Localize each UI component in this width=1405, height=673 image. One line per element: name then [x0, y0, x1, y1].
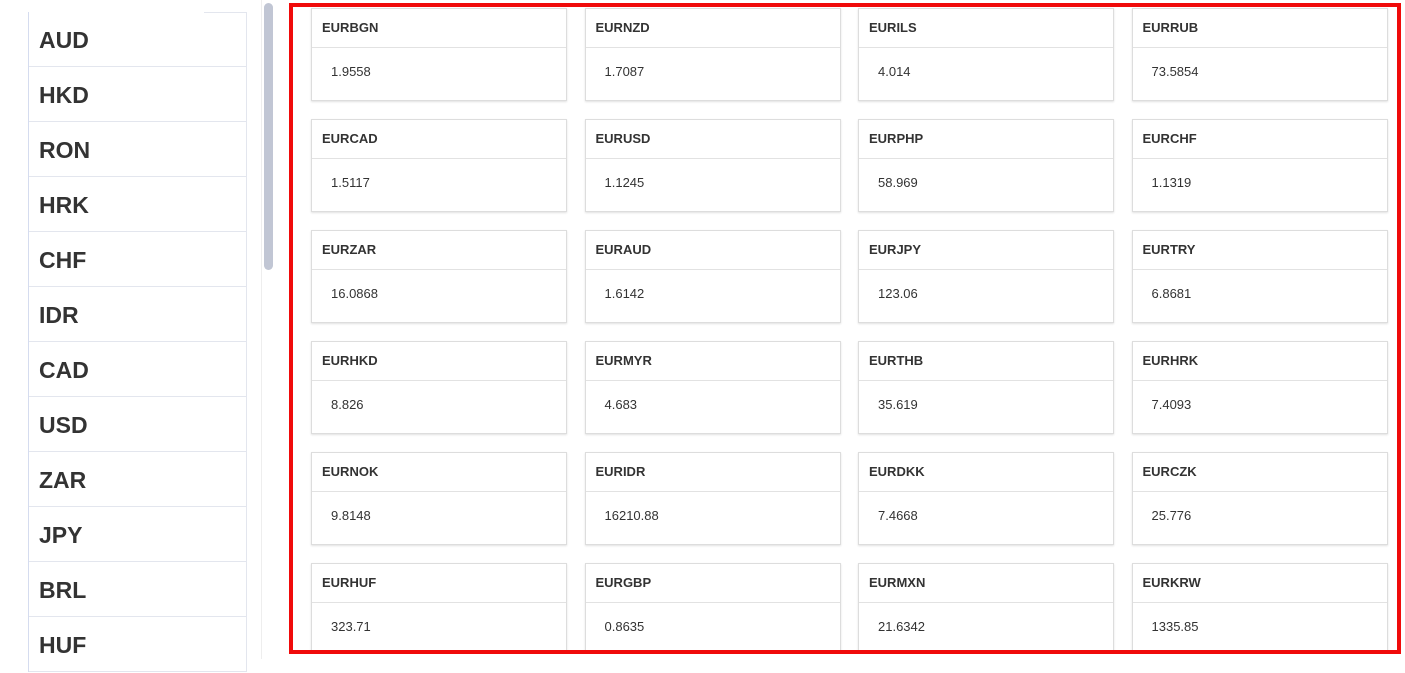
- rate-pair: EURAUD: [585, 231, 840, 270]
- rate-value: 21.6342: [878, 619, 925, 634]
- currency-list-item[interactable]: HKD: [29, 67, 246, 122]
- rate-value: 1.1245: [604, 175, 645, 190]
- rate-value: 6.8681: [1151, 286, 1192, 301]
- rate-value: 1335.85: [1151, 619, 1199, 634]
- rate-pair: EURCAD: [312, 120, 566, 159]
- rate-pair: EURMYR: [585, 342, 840, 381]
- rate-pair: EURTHB: [859, 342, 1113, 381]
- rate-card: EURCZK 25.776: [1131, 452, 1388, 545]
- rates-grid: EURBGN 1.9558 EURNZD 1.7087 EURILS 4.014 EURRU…: [311, 8, 1388, 650]
- rate-card: EURTRY 6.8681: [1131, 230, 1388, 323]
- rate-card: EURDKK 7.4668: [858, 452, 1114, 545]
- rate-card: EURHKD 8.826: [311, 341, 567, 434]
- rates-panel-highlight: EURBGN 1.9558 EURNZD 1.7087 EURILS 4.014 EURRU…: [289, 3, 1401, 654]
- rate-pair: EURJPY: [859, 231, 1113, 270]
- rate-card: EURZAR 16.0868: [311, 230, 567, 323]
- rate-value: 1.6142: [604, 286, 645, 301]
- rate-value: 7.4093: [1151, 397, 1192, 412]
- rate-value: 0.8635: [604, 619, 645, 634]
- rate-value: 1.9558: [331, 64, 371, 79]
- rate-card: EURIDR 16210.88: [584, 452, 841, 545]
- rate-pair: EURDKK: [859, 453, 1113, 492]
- rate-pair: EURNOK: [312, 453, 566, 492]
- scrollbar[interactable]: [264, 3, 273, 270]
- rate-pair: EURHKD: [312, 342, 566, 381]
- currency-list: AUD HKD RON HRK CHF IDR CAD USD ZAR JPY BRL HUF: [28, 12, 247, 672]
- rate-pair: EURHRK: [1132, 342, 1387, 381]
- rate-card: EURMYR 4.683: [584, 341, 841, 434]
- currency-list-item[interactable]: RON: [29, 122, 246, 177]
- currency-list-item[interactable]: CAD: [29, 342, 246, 397]
- rate-card: EURNZD 1.7087: [584, 8, 841, 101]
- rate-value: 7.4668: [878, 508, 918, 523]
- rate-card: EURCAD 1.5117: [311, 119, 567, 212]
- rate-value: 73.5854: [1151, 64, 1199, 79]
- rate-pair: EURMXN: [859, 564, 1113, 603]
- currency-list-item[interactable]: AUD: [29, 12, 246, 67]
- currency-list-item[interactable]: HUF: [29, 617, 246, 672]
- currency-list-item[interactable]: CHF: [29, 232, 246, 287]
- rate-card: EURILS 4.014: [858, 8, 1114, 101]
- rate-pair: EURILS: [859, 9, 1113, 48]
- rate-card: EURPHP 58.969: [858, 119, 1114, 212]
- divider: [261, 0, 262, 659]
- currency-list-item[interactable]: USD: [29, 397, 246, 452]
- rate-value: 1.5117: [331, 175, 370, 190]
- rate-value: 1.1319: [1151, 175, 1192, 190]
- currency-list-item[interactable]: ZAR: [29, 452, 246, 507]
- rate-card: EURNOK 9.8148: [311, 452, 567, 545]
- rate-card: EURUSD 1.1245: [584, 119, 841, 212]
- rate-card: EURHRK 7.4093: [1131, 341, 1388, 434]
- rate-value: 4.014: [878, 64, 911, 79]
- rate-card: EURRUB 73.5854: [1131, 8, 1388, 101]
- rate-pair: EURHUF: [312, 564, 566, 603]
- rate-value: 1.7087: [604, 64, 645, 79]
- rate-pair: EURIDR: [585, 453, 840, 492]
- rate-pair: EURCHF: [1132, 120, 1387, 159]
- rate-pair: EURPHP: [859, 120, 1113, 159]
- rate-pair: EURBGN: [312, 9, 566, 48]
- rate-card: EURTHB 35.619: [858, 341, 1114, 434]
- divider: [204, 12, 246, 13]
- rate-pair: EURKRW: [1132, 564, 1387, 603]
- rate-pair: EURGBP: [585, 564, 840, 603]
- rate-card: EURMXN 21.6342: [858, 563, 1114, 650]
- rate-pair: EURZAR: [312, 231, 566, 270]
- currency-list-item[interactable]: JPY: [29, 507, 246, 562]
- rate-value: 58.969: [878, 175, 918, 190]
- rate-card: EURAUD 1.6142: [584, 230, 841, 323]
- rate-pair: EURNZD: [585, 9, 840, 48]
- rate-card: EURJPY 123.06: [858, 230, 1114, 323]
- rate-pair: EURUSD: [585, 120, 840, 159]
- rate-card: EURKRW 1335.85: [1131, 563, 1388, 650]
- rate-card: EURBGN 1.9558: [311, 8, 567, 101]
- rate-value: 9.8148: [331, 508, 371, 523]
- rate-value: 16.0868: [331, 286, 378, 301]
- rate-card: EURGBP 0.8635: [584, 563, 841, 650]
- rate-value: 323.71: [331, 619, 371, 634]
- rate-value: 8.826: [331, 397, 364, 412]
- rate-card: EURHUF 323.71: [311, 563, 567, 650]
- currency-list-item[interactable]: IDR: [29, 287, 246, 342]
- rate-pair: EURTRY: [1132, 231, 1387, 270]
- rate-value: 16210.88: [604, 508, 659, 523]
- rate-value: 4.683: [604, 397, 638, 412]
- rate-pair: EURCZK: [1132, 453, 1387, 492]
- rate-value: 35.619: [878, 397, 918, 412]
- currency-list-item[interactable]: HRK: [29, 177, 246, 232]
- rate-card: EURCHF 1.1319: [1131, 119, 1388, 212]
- rate-value: 25.776: [1151, 508, 1192, 523]
- rate-pair: EURRUB: [1132, 9, 1387, 48]
- currency-list-item[interactable]: BRL: [29, 562, 246, 617]
- rate-value: 123.06: [878, 286, 918, 301]
